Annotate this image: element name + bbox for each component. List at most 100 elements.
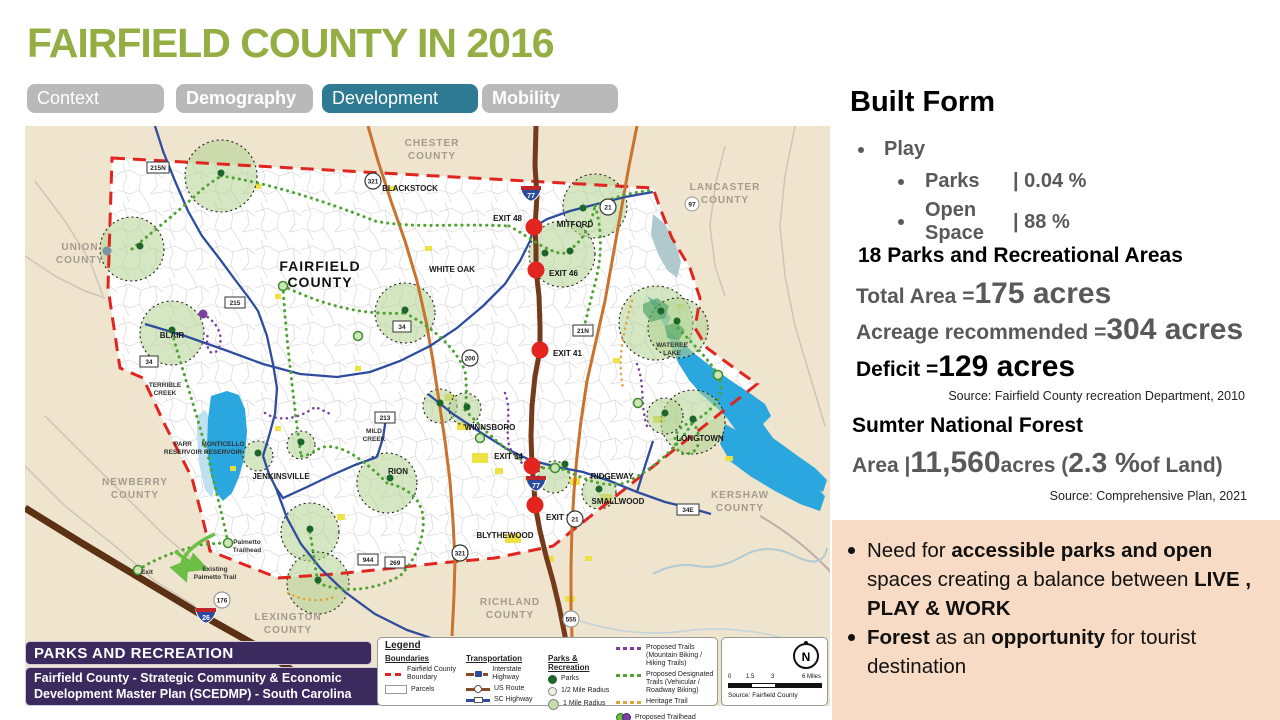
- svg-text:34: 34: [398, 324, 406, 331]
- svg-text:MITFORD: MITFORD: [557, 220, 594, 229]
- svg-text:77: 77: [532, 483, 540, 490]
- route-shields: 77 77 26 321 321 21 21 200 555 176 97 21…: [139, 161, 700, 628]
- exit34-label: EXIT 34: [494, 452, 523, 461]
- svg-text:321: 321: [368, 179, 379, 186]
- tab-development[interactable]: Development: [322, 84, 478, 113]
- purple-trailhead: [198, 309, 208, 319]
- tab-context[interactable]: Context: [27, 84, 164, 113]
- lakes-layer: [197, 214, 827, 511]
- callout-bullet-1: Need for accessible parks and open space…: [848, 536, 1266, 623]
- gray-trailhead: [102, 246, 112, 256]
- exit32-label: EXIT 32: [546, 513, 575, 522]
- county-boundary: [106, 156, 760, 580]
- svg-text:BLYTHEWOOD: BLYTHEWOOD: [476, 531, 533, 540]
- svg-text:200: 200: [465, 356, 476, 363]
- svg-text:77: 77: [527, 193, 535, 200]
- svg-text:215: 215: [230, 300, 241, 307]
- map-title: PARKS AND RECREATION: [34, 644, 234, 662]
- map-subtitle: Fairfield County - Strategic Community &…: [34, 671, 352, 701]
- play-bullet: Play: [858, 138, 925, 161]
- outside-roads-layer: [25, 126, 826, 705]
- existing-palmetto-trail-arrows: [169, 532, 216, 583]
- exit46-label: EXIT 46: [549, 269, 578, 278]
- svg-text:21: 21: [604, 205, 612, 212]
- built-form-heading: Built Form: [850, 86, 995, 118]
- svg-text:Exit: Exit: [141, 569, 154, 576]
- kershaw-road: [759, 515, 830, 601]
- exit41-label: EXIT 41: [553, 349, 582, 358]
- us21-route: [569, 126, 639, 638]
- proposed-trails-swatch: [616, 647, 642, 650]
- bullet-dot: [848, 634, 855, 642]
- svg-text:JENKINSVILLE: JENKINSVILLE: [252, 472, 310, 481]
- mountain-bike-trails-purple: [201, 312, 649, 465]
- exit-markers: [523, 218, 549, 514]
- takeaways-callout: Need for accessible parks and open space…: [832, 520, 1280, 720]
- svg-text:RIDGEWAY: RIDGEWAY: [591, 472, 634, 481]
- svg-text:944: 944: [363, 557, 374, 564]
- proposed-trailhead-markers: [132, 280, 724, 576]
- legend-title: Legend: [385, 640, 421, 651]
- map-canvas: EXIT 48 EXIT 46 EXIT 41 EXIT 34 EXIT 32 …: [25, 126, 830, 706]
- source-comprehensive-plan: Source: Comprehensive Plan, 2021: [1049, 489, 1247, 503]
- exit48-label: EXIT 48: [493, 214, 522, 223]
- svg-text:LONGTOWN: LONGTOWN: [676, 434, 724, 443]
- svg-text:555: 555: [566, 617, 577, 624]
- boundary-swatch: [385, 672, 403, 676]
- sumter-forest-heading: Sumter National Forest: [852, 414, 1084, 437]
- svg-text:34E: 34E: [682, 507, 694, 514]
- designated-trails-swatch: [616, 674, 642, 678]
- svg-text:176: 176: [217, 598, 228, 605]
- svg-text:21N: 21N: [577, 328, 589, 335]
- callout-bullet-2: Forest as an opportunity for tourist des…: [848, 623, 1266, 681]
- county-area: [108, 158, 757, 578]
- svg-text:WHITE OAK: WHITE OAK: [429, 265, 475, 274]
- north-arrow-icon: N: [793, 643, 819, 669]
- map-legend: Legend Boundaries Fairfield County Bound…: [377, 637, 718, 720]
- svg-text:269: 269: [390, 560, 401, 567]
- trailhead-purple-swatch: [622, 713, 631, 720]
- parks-areas-heading: 18 Parks and Recreational Areas: [858, 244, 1183, 267]
- park-dots: [136, 169, 697, 584]
- tab-mobility[interactable]: Mobility: [482, 84, 618, 113]
- map-title-banner: PARKS AND RECREATION: [25, 641, 372, 665]
- half-mile-swatch: [548, 687, 557, 696]
- map-source: Source: Fairfield County: [728, 692, 798, 699]
- parks-recreation-map: EXIT 48 EXIT 46 EXIT 41 EXIT 34 EXIT 32 …: [25, 126, 830, 720]
- one-mile-swatch: [548, 699, 559, 710]
- legend-parks: Parks & Recreation Parks 1/2 Mile Radius…: [548, 654, 614, 710]
- svg-text:97: 97: [688, 202, 696, 209]
- parks-swatch: [548, 675, 557, 684]
- legend-transportation: Transportation Interstate Highway US Rou…: [466, 654, 533, 704]
- bullet-dot: [848, 547, 855, 554]
- svg-text:BLACKSTOCK: BLACKSTOCK: [382, 184, 438, 193]
- map-subtitle-banner: Fairfield County - Strategic Community &…: [25, 667, 382, 706]
- svg-text:WINNSBORO: WINNSBORO: [465, 423, 516, 432]
- total-area-row: Total Area = 175 acres: [856, 277, 1112, 310]
- svg-text:RION: RION: [388, 467, 408, 476]
- svg-text:213: 213: [380, 415, 391, 422]
- bullet-dot: [858, 146, 864, 153]
- interstate-swatch: [466, 669, 489, 678]
- stream-kershaw: [652, 547, 828, 575]
- bullet-dot: [898, 178, 904, 185]
- deficit-row: Deficit = 129 acres: [856, 350, 1076, 383]
- bullet-dot: [898, 219, 904, 225]
- i77-highway: [528, 126, 576, 706]
- stream-south: [579, 620, 796, 642]
- svg-text:BLAIR: BLAIR: [160, 331, 185, 340]
- svg-text:215N: 215N: [150, 165, 166, 172]
- tab-demography[interactable]: Demography: [176, 84, 313, 113]
